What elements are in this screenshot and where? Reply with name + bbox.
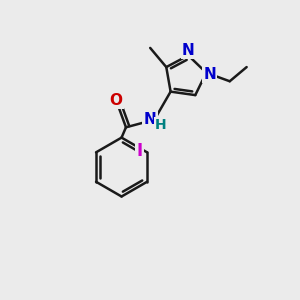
Text: I: I (136, 142, 143, 160)
Text: N: N (182, 43, 195, 58)
Text: N: N (144, 112, 156, 127)
Text: N: N (203, 67, 216, 82)
Text: O: O (110, 93, 122, 108)
Text: H: H (155, 118, 167, 132)
